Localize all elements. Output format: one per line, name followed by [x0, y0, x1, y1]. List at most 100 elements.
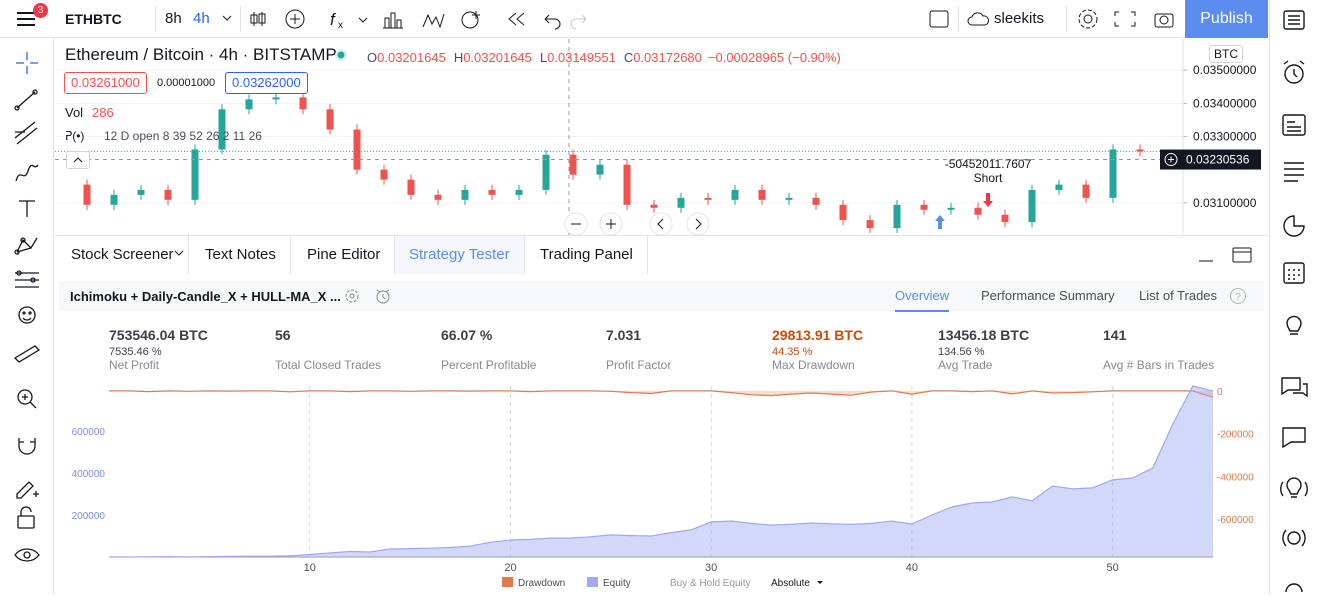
drawing-tool-icons[interactable] — [0, 38, 54, 595]
ohlc-key: H — [453, 50, 464, 65]
panel-tab[interactable]: Strategy Tester — [395, 236, 525, 274]
candle-body — [866, 220, 874, 229]
stat-value: 13456.18 BTC — [938, 327, 1030, 343]
menu-icon[interactable] — [16, 10, 36, 28]
candle-body — [461, 189, 469, 200]
stat-label: Total Closed Trades — [275, 358, 382, 372]
x-tick-label: 40 — [906, 562, 918, 574]
short-arrow — [983, 193, 993, 207]
layout-icon[interactable] — [928, 9, 950, 29]
candle-body — [380, 169, 388, 180]
toolbar-icons[interactable] — [1076, 8, 1176, 30]
crosshair-add-button[interactable] — [1164, 153, 1178, 167]
candle-body — [110, 194, 118, 205]
ohlc-value: 0.03149551 — [547, 50, 616, 65]
separator — [958, 6, 959, 32]
username[interactable]: sleekits — [994, 10, 1045, 27]
stat-label: Avg Trade — [938, 358, 993, 372]
candle-body — [272, 97, 280, 100]
ohlc-change: −0.00028965 (−0.90%) — [707, 50, 841, 65]
candle-body — [785, 197, 793, 200]
candle-body — [650, 204, 658, 208]
equity-area — [109, 386, 1213, 557]
legend-swatch[interactable] — [502, 577, 513, 587]
y-tick-label: 200000 — [72, 511, 106, 522]
dropdown-icon[interactable] — [174, 250, 184, 261]
candle-body — [515, 189, 523, 195]
last-price-label-bg — [1160, 149, 1261, 170]
strategy-view-tab[interactable]: Performance Summary — [981, 288, 1115, 303]
panel-controls[interactable] — [1195, 244, 1255, 266]
publish-button[interactable]: Publish — [1185, 0, 1268, 38]
sell-button[interactable]: 0.03261000 — [64, 72, 147, 94]
equity-line — [109, 385, 1214, 558]
mode-selector[interactable]: Absolute — [771, 578, 810, 589]
ohlc-value: 0.03172680 — [633, 50, 702, 65]
help-icon[interactable]: ? — [1229, 287, 1247, 305]
candle-body — [326, 109, 334, 130]
candle-body — [812, 197, 820, 205]
price-chart[interactable]: 0.03500000 0.03400000 0.03300000 0.03100000… — [55, 39, 1268, 235]
bottom-panel — [55, 235, 1268, 595]
strategy-view-tab[interactable]: Overview — [895, 288, 950, 312]
collapse-button[interactable] — [66, 151, 90, 169]
panel-tab[interactable]: Text Notes — [191, 236, 291, 274]
panel-tab[interactable]: Stock Screener — [57, 236, 189, 274]
chart-title: Ethereum / Bitcoin · 4h · BITSTAMP — [65, 45, 337, 64]
stat-value: 56 — [275, 327, 291, 343]
x-tick-label: 20 — [504, 562, 516, 574]
legend-swatch[interactable] — [587, 577, 598, 587]
equity-chart[interactable]: 10 20 30 40 50 200000 400000 600000 0 -200000 -400… — [55, 378, 1268, 595]
strategy-view-tab[interactable]: List of Trades — [1139, 288, 1218, 303]
candle-body — [893, 204, 901, 229]
stat-value: 29813.91 BTC — [772, 327, 864, 343]
symbol[interactable]: ETHBTC — [65, 11, 122, 27]
candle-body — [677, 197, 685, 208]
right-sidebar — [1269, 0, 1317, 595]
candle-body — [731, 189, 739, 200]
candle-body — [758, 189, 766, 200]
notification-badge: 3 — [33, 3, 48, 18]
market-status-icon — [335, 49, 347, 61]
candle-body — [1001, 214, 1009, 223]
x-tick-label: 30 — [705, 562, 717, 574]
cloud-icon[interactable] — [966, 10, 992, 28]
ohlc-value: 0.03201645 — [463, 50, 532, 65]
volume-label: Vol — [65, 105, 84, 120]
indicator-icon: ᕈ(•) — [65, 129, 85, 143]
x-tick-label: 10 — [304, 562, 316, 574]
stat-value: 141 — [1103, 327, 1127, 343]
legend-label[interactable]: Buy & Hold Equity — [670, 578, 751, 589]
svg-text:f: f — [330, 10, 337, 29]
strategy-icons[interactable] — [343, 286, 395, 306]
panel-tab[interactable]: Trading Panel — [526, 236, 648, 274]
x-tick-label: 50 — [1107, 562, 1119, 574]
y2-tick-label: -600000 — [1217, 515, 1254, 526]
y2-tick-label: -400000 — [1217, 472, 1254, 483]
y-tick-label: 0.03500000 — [1193, 63, 1257, 77]
y-tick-label: 0.03300000 — [1193, 130, 1257, 144]
ohlc-key: L — [539, 50, 548, 65]
y-tick-label: 0.03100000 — [1193, 196, 1257, 210]
candle-body — [596, 164, 604, 175]
candle-body — [623, 164, 631, 205]
ohlc-key: C — [623, 50, 634, 65]
stat-value: 66.07 % — [441, 327, 493, 343]
y2-tick-label: -200000 — [1217, 430, 1254, 441]
stat-sub: 44.35 % — [772, 346, 813, 358]
candle-body — [353, 129, 361, 170]
y2-tick-label: 0 — [1217, 387, 1223, 398]
legend-label: Equity — [603, 578, 631, 589]
stat-label: Profit Factor — [606, 358, 672, 372]
candle-body — [920, 204, 928, 210]
candle-body — [434, 194, 442, 200]
right-sidebar-icons[interactable] — [1270, 0, 1317, 595]
panel-tab[interactable]: Pine Editor — [293, 236, 396, 274]
chart-nav-buttons[interactable] — [560, 212, 720, 236]
buy-button[interactable]: 0.03262000 — [225, 72, 308, 94]
signal-annotation: -50452011.7607 — [945, 157, 1032, 171]
dropdown-icon[interactable] — [222, 15, 232, 23]
interval[interactable]: 4h — [193, 10, 210, 27]
interval[interactable]: 8h — [165, 10, 182, 27]
